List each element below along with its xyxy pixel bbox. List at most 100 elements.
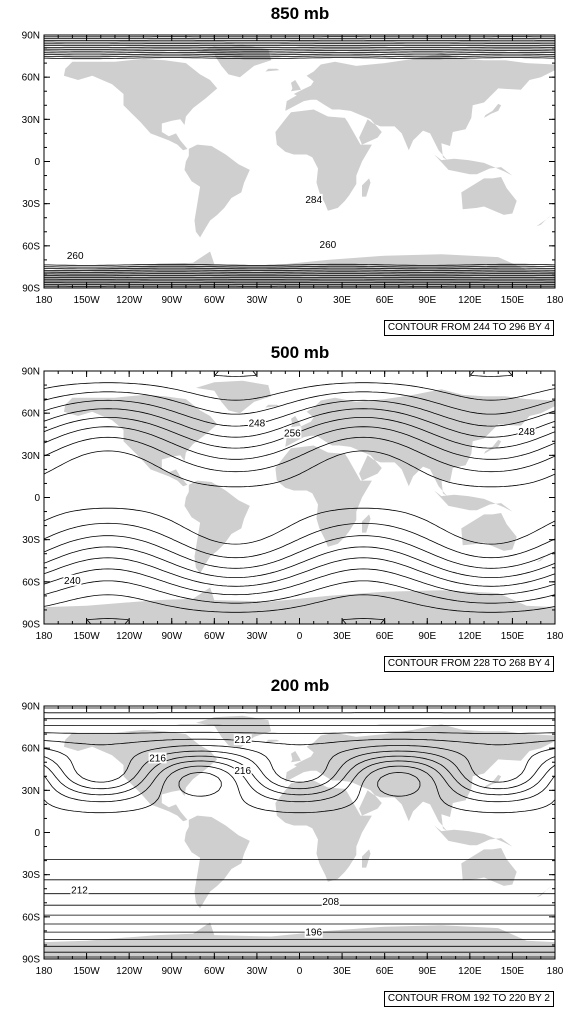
lon-tick-label: 180 xyxy=(547,966,564,977)
contour-label: 212 xyxy=(71,886,88,897)
landmass xyxy=(461,848,517,886)
landmass xyxy=(63,394,218,487)
contour-label: 216 xyxy=(234,766,251,777)
contour-info-box: CONTOUR FROM 244 TO 296 BY 4 xyxy=(383,320,554,336)
lon-tick-label: 150W xyxy=(74,631,101,642)
landmass xyxy=(265,404,280,408)
contour-line xyxy=(44,45,555,278)
landmass xyxy=(362,849,371,868)
map-layer: 284 260 260 xyxy=(44,36,555,288)
lat-tick-label: 90S xyxy=(22,284,40,295)
contour-line xyxy=(44,36,555,287)
lat-tick-label: 0 xyxy=(34,828,40,839)
landmass xyxy=(484,439,502,454)
landmass xyxy=(265,739,280,743)
landmass xyxy=(536,885,553,898)
lat-tick-label: 90N xyxy=(22,367,40,378)
landmass xyxy=(291,80,301,92)
lon-tick-label: 150W xyxy=(74,966,101,977)
landmass xyxy=(44,587,555,624)
landmass xyxy=(536,550,553,563)
lon-tick-label: 180 xyxy=(36,966,53,977)
contour-line xyxy=(44,399,555,596)
contour-line xyxy=(44,38,555,285)
contour-label-bg xyxy=(233,734,252,746)
lon-tick-label: 180 xyxy=(36,295,53,306)
lat-tick-label: 0 xyxy=(34,493,40,504)
lat-tick-label: 90N xyxy=(22,702,40,713)
panel-title: 200 mb xyxy=(270,676,330,695)
contour-line xyxy=(44,53,555,270)
landmass xyxy=(275,780,372,882)
lon-tick-label: 120E xyxy=(458,295,482,306)
contour-label-bg xyxy=(247,417,266,429)
lat-tick-label: 0 xyxy=(34,157,40,168)
landmass xyxy=(184,144,250,238)
contour-line xyxy=(44,731,555,933)
landmass xyxy=(461,177,517,215)
panel-title: 500 mb xyxy=(270,343,330,362)
contour-line xyxy=(44,52,555,271)
lon-tick-label: 60W xyxy=(204,966,225,977)
landmass xyxy=(184,815,250,909)
landmass xyxy=(275,445,372,547)
lat-tick-label: 60N xyxy=(22,409,40,420)
landmass xyxy=(195,380,272,414)
lon-tick-label: 120W xyxy=(116,631,143,642)
lon-tick-label: 90W xyxy=(161,966,182,977)
map-layer: 248 256 248 240 xyxy=(44,371,555,624)
map-layer: 212 216 216 212 208 196 xyxy=(44,707,555,959)
contour-line xyxy=(44,382,555,613)
lon-tick-label: 30E xyxy=(333,966,351,977)
lat-tick-label: 60S xyxy=(22,577,40,588)
contour-line xyxy=(44,724,555,940)
contour-label: 196 xyxy=(305,928,322,939)
lat-tick-label: 30N xyxy=(22,451,40,462)
lat-tick-label: 30S xyxy=(22,535,40,546)
landmass xyxy=(285,389,555,497)
contour-line xyxy=(44,417,555,578)
lon-tick-label: 90E xyxy=(418,631,436,642)
lon-tick-label: 30W xyxy=(247,966,268,977)
lat-tick-label: 30N xyxy=(22,115,40,126)
landmass xyxy=(461,513,517,551)
contour-label: 240 xyxy=(64,576,81,587)
landmass xyxy=(195,715,272,749)
contour-line xyxy=(44,41,555,282)
contour-label-bg xyxy=(517,425,536,437)
contour-line xyxy=(44,39,555,284)
contour-line xyxy=(44,46,555,277)
lat-tick-label: 30S xyxy=(22,870,40,881)
contour-line xyxy=(44,55,555,268)
lon-tick-label: 180 xyxy=(36,631,53,642)
contour-label-bg xyxy=(66,250,85,262)
lon-tick-label: 0 xyxy=(297,966,303,977)
lon-tick-label: 90E xyxy=(418,295,436,306)
landmass xyxy=(434,154,513,176)
lon-tick-label: 30W xyxy=(247,295,268,306)
contour-label: 284 xyxy=(305,195,322,206)
contour-label-bg xyxy=(148,752,167,764)
lon-tick-label: 120E xyxy=(458,631,482,642)
lat-tick-label: 90S xyxy=(22,620,40,631)
lon-tick-label: 180 xyxy=(547,631,564,642)
lon-tick-label: 60W xyxy=(204,295,225,306)
contour-label: 260 xyxy=(320,240,337,251)
lon-tick-label: 0 xyxy=(297,631,303,642)
lon-tick-label: 30E xyxy=(333,631,351,642)
contour-line xyxy=(44,718,555,947)
lat-tick-label: 90S xyxy=(22,955,40,966)
contour-line xyxy=(44,755,555,895)
contour-line xyxy=(44,760,555,881)
contour-label: 256 xyxy=(284,428,301,439)
contour-label-bg xyxy=(304,193,323,205)
lon-tick-label: 180 xyxy=(547,295,564,306)
contour-label-bg xyxy=(304,926,323,938)
lon-tick-label: 90E xyxy=(418,966,436,977)
contour-line xyxy=(44,408,555,587)
contour-label: 208 xyxy=(322,897,339,908)
contour-label-bg xyxy=(233,765,252,777)
landmass xyxy=(44,922,555,959)
